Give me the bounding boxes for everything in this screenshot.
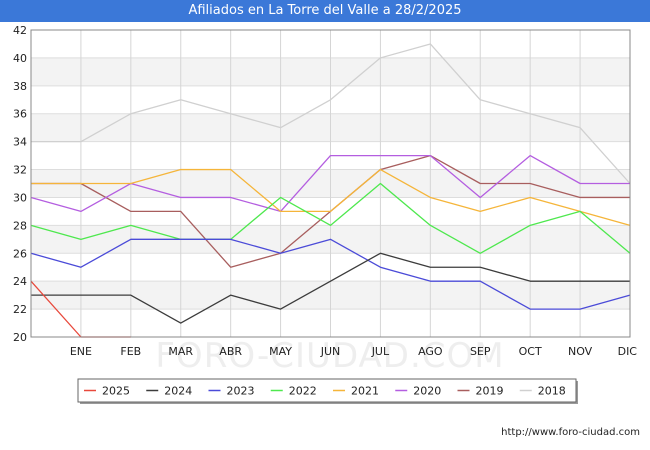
source-url: http://www.foro-ciudad.com xyxy=(501,427,640,438)
legend-label: 2022 xyxy=(289,385,317,398)
legend-label: 2020 xyxy=(413,385,441,398)
x-tick-label: MAR xyxy=(168,345,193,358)
y-tick-label: 34 xyxy=(13,136,27,149)
x-tick-label: SEP xyxy=(470,345,491,358)
series-line-2022 xyxy=(30,182,631,254)
legend-label: 2021 xyxy=(351,385,379,398)
x-axis-labels: ENE FEB MAR ABR MAY JUN JUL AGO SEP OCT NOV DIC xyxy=(70,345,637,358)
series-line-2018 xyxy=(31,43,631,184)
y-axis-labels: 20 22 24 26 28 30 32 34 36 38 40 42 xyxy=(13,24,27,344)
series-line-2023 xyxy=(30,238,631,310)
y-tick-label: 22 xyxy=(13,303,27,316)
y-tick-label: 38 xyxy=(13,80,27,93)
y-tick-label: 26 xyxy=(13,247,27,260)
x-tick-label: ABR xyxy=(219,345,242,358)
x-tick-label: AGO xyxy=(418,345,443,358)
y-tick-label: 40 xyxy=(13,52,27,65)
legend-label: 2024 xyxy=(164,385,192,398)
legend-label: 2018 xyxy=(538,385,566,398)
x-tick-label: ENE xyxy=(70,345,92,358)
x-tick-label: MAY xyxy=(269,345,292,358)
legend-label: 2025 xyxy=(102,385,130,398)
legend: 2025 2024 2023 2022 2021 2020 2019 2018 xyxy=(77,378,578,404)
line-chart: FORO-CIUDAD.COM 202224262830323436384042… xyxy=(13,24,637,404)
series-line-2024 xyxy=(31,252,630,324)
x-tick-label: JUL xyxy=(371,345,390,358)
y-tick-label: 30 xyxy=(13,191,27,204)
plot-frame xyxy=(30,29,631,338)
chart-title: Afiliados en La Torre del Valle a 28/2/2… xyxy=(0,0,650,22)
watermark: FORO-CIUDAD.COM xyxy=(155,336,504,376)
legend-label: 2023 xyxy=(227,385,255,398)
y-tick-label: 36 xyxy=(13,108,27,121)
x-tick-label: OCT xyxy=(519,345,542,358)
y-tick-label: 20 xyxy=(13,331,27,344)
y-tick-label: 42 xyxy=(13,24,27,37)
x-tick-label: NOV xyxy=(568,345,593,358)
series-lines xyxy=(30,43,631,338)
legend-box xyxy=(77,378,577,403)
y-tick-label: 32 xyxy=(13,164,27,177)
x-tick-label: FEB xyxy=(120,345,141,358)
series-line-2021 xyxy=(31,168,631,226)
legend-label: 2019 xyxy=(476,385,504,398)
y-tick-label: 28 xyxy=(13,219,27,232)
x-tick-label: DIC xyxy=(618,345,638,358)
x-tick-label: JUN xyxy=(320,345,341,358)
y-tick-label: 24 xyxy=(13,275,27,288)
